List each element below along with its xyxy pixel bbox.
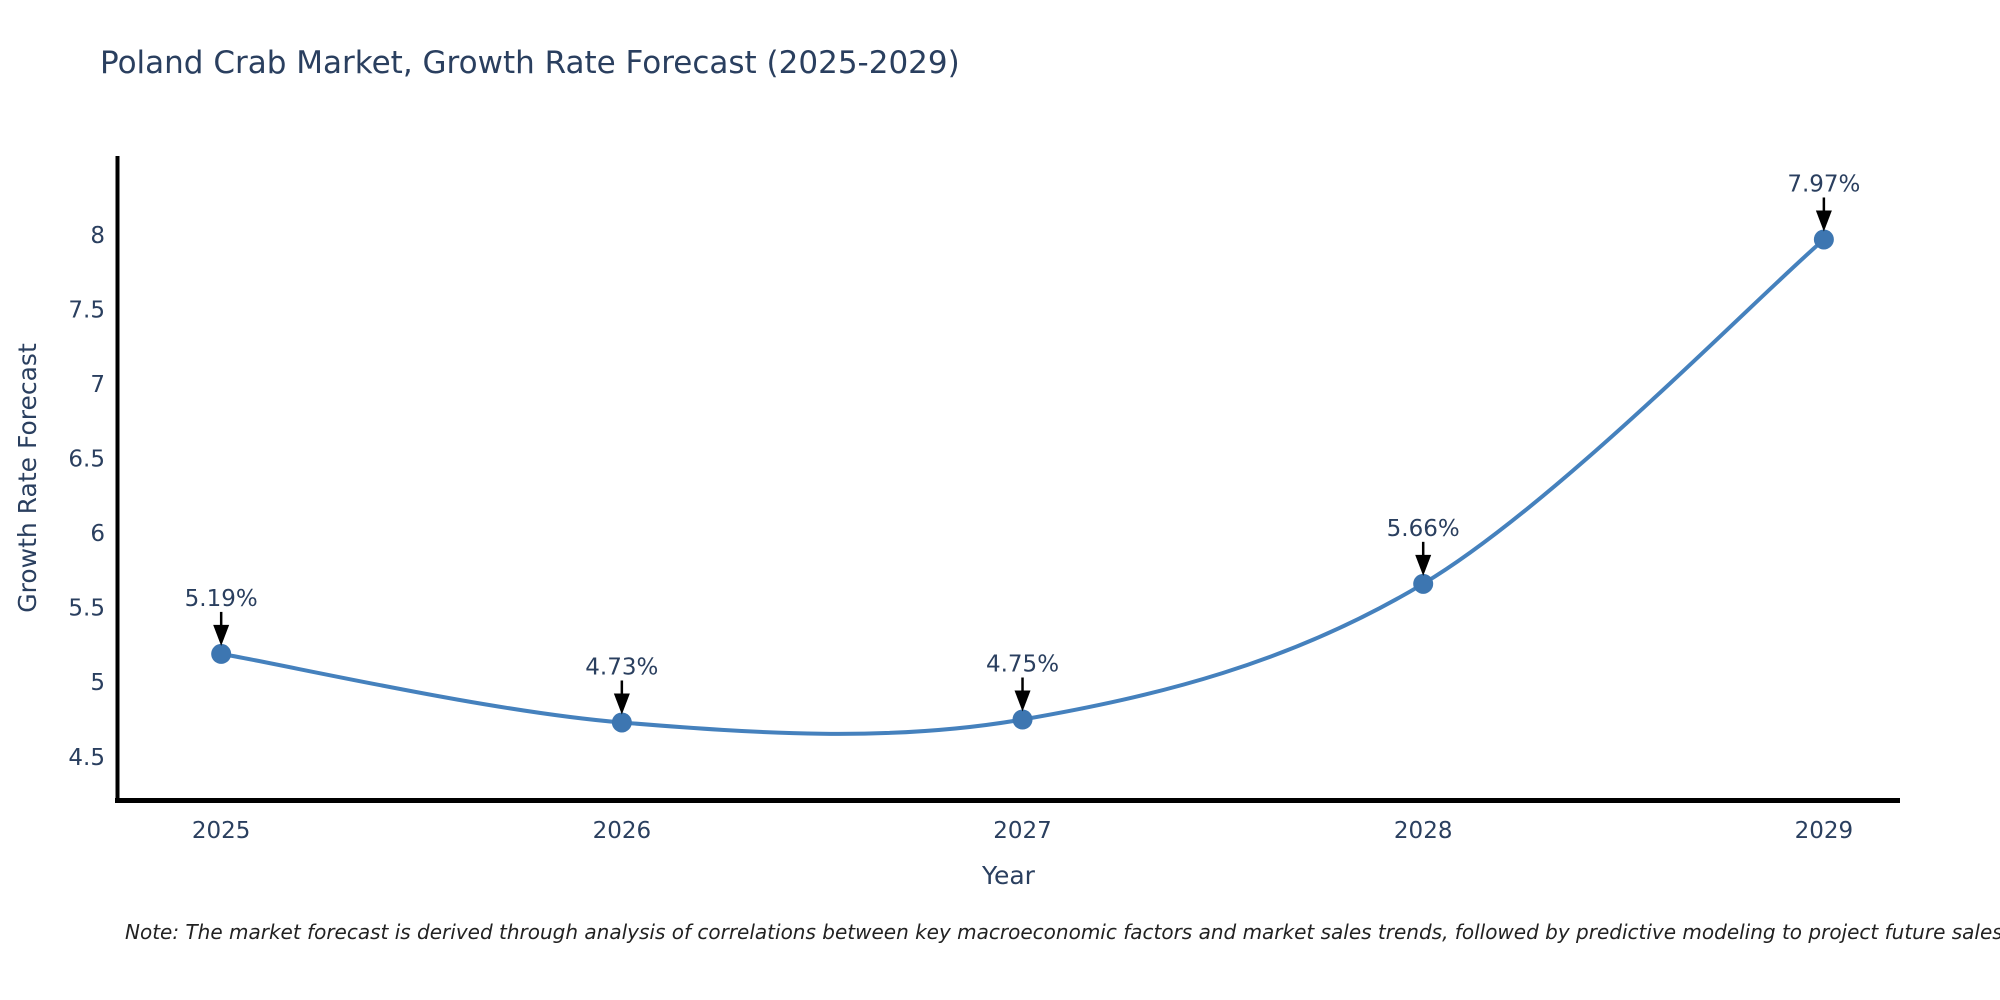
annotation-arrowhead xyxy=(213,624,230,646)
data-point-label: 5.19% xyxy=(185,586,258,612)
chart-title: Poland Crab Market, Growth Rate Forecast… xyxy=(100,45,960,81)
data-point-label: 7.97% xyxy=(1787,171,1860,197)
data-point-2025 xyxy=(211,643,232,664)
y-tick-label: 5.5 xyxy=(68,596,105,622)
x-tick-label: 2028 xyxy=(1394,818,1453,844)
y-tick-label: 7 xyxy=(90,372,105,398)
x-tick-label: 2025 xyxy=(192,818,251,844)
data-point-2026 xyxy=(611,712,632,733)
annotation-arrowhead xyxy=(1014,690,1031,712)
data-point-label: 4.75% xyxy=(986,652,1059,678)
x-tick-label: 2026 xyxy=(593,818,652,844)
y-tick-label: 6 xyxy=(90,521,105,547)
y-tick-label: 7.5 xyxy=(68,298,105,324)
y-tick-label: 8 xyxy=(90,223,105,249)
y-tick-label: 5 xyxy=(90,670,105,696)
footnote: Note: The market forecast is derived thr… xyxy=(125,920,2000,944)
data-point-2029 xyxy=(1813,229,1834,250)
data-point-label: 4.73% xyxy=(585,654,658,680)
x-tick-label: 2029 xyxy=(1795,818,1854,844)
data-point-2027 xyxy=(1012,709,1033,730)
x-axis-title: Year xyxy=(981,861,1036,890)
data-point-2028 xyxy=(1413,573,1434,594)
x-tick-label: 2027 xyxy=(993,818,1052,844)
data-point-label: 5.66% xyxy=(1387,516,1460,542)
y-tick-label: 4.5 xyxy=(68,745,105,771)
annotation-arrowhead xyxy=(1415,554,1432,576)
y-tick-label: 6.5 xyxy=(68,447,105,473)
y-axis-title: Growth Rate Forecast xyxy=(13,343,42,613)
annotation-arrowhead xyxy=(613,693,630,715)
annotation-arrowhead xyxy=(1815,210,1832,232)
